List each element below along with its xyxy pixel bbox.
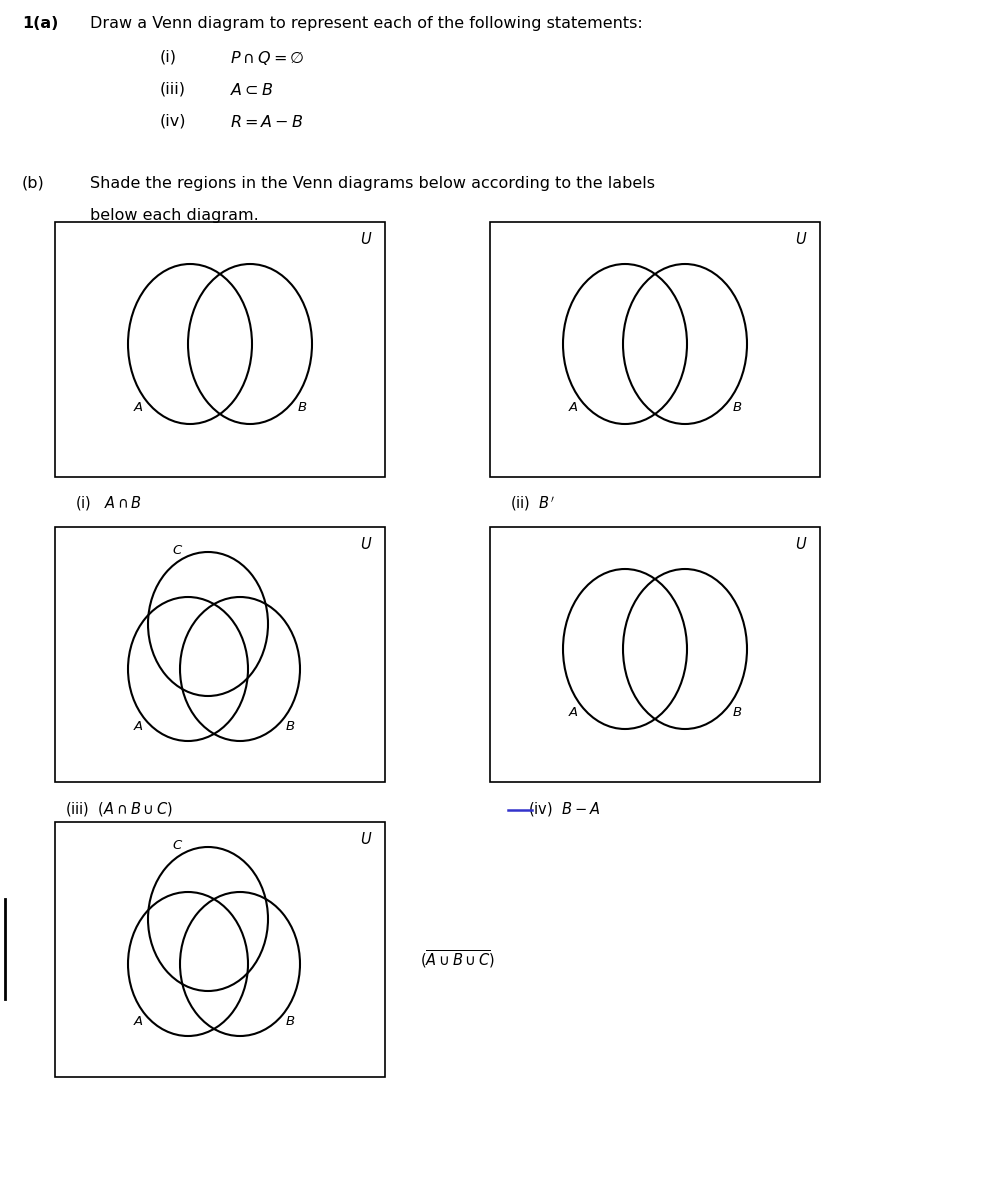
Text: $B$: $B$ <box>285 1015 295 1028</box>
Text: 1(a): 1(a) <box>22 16 58 31</box>
Text: $A$: $A$ <box>133 1015 143 1028</box>
Text: $A$: $A$ <box>133 720 143 733</box>
Text: Shade the regions in the Venn diagrams below according to the labels: Shade the regions in the Venn diagrams b… <box>90 176 655 191</box>
Text: $B$: $B$ <box>285 720 295 733</box>
Bar <box>55 821 385 1076</box>
Text: $U$: $U$ <box>794 537 807 553</box>
Text: $A \subset B$: $A \subset B$ <box>230 82 273 98</box>
Text: Draw a Venn diagram to represent each of the following statements:: Draw a Venn diagram to represent each of… <box>90 16 643 31</box>
Bar <box>55 526 385 781</box>
Bar <box>55 222 385 477</box>
Text: $(\overline{A \cup B \cup C})$: $(\overline{A \cup B \cup C})$ <box>420 949 495 969</box>
Text: $U$: $U$ <box>359 832 372 848</box>
Text: (ii)  $B'$: (ii) $B'$ <box>510 495 555 513</box>
Text: (iii): (iii) <box>160 82 186 98</box>
Text: $B$: $B$ <box>732 401 742 414</box>
Text: $U$: $U$ <box>359 537 372 553</box>
Text: $C$: $C$ <box>173 839 184 852</box>
Text: $R = A - B$: $R = A - B$ <box>230 114 303 130</box>
Text: $B$: $B$ <box>297 401 307 414</box>
Bar <box>490 222 820 477</box>
Text: $B$: $B$ <box>732 706 742 719</box>
Text: $C$: $C$ <box>173 544 184 557</box>
Text: (iv): (iv) <box>160 114 187 129</box>
Text: (i): (i) <box>160 49 177 64</box>
Text: $A$: $A$ <box>133 401 143 414</box>
Bar <box>490 526 820 781</box>
Text: $P \cap Q = \varnothing$: $P \cap Q = \varnothing$ <box>230 49 304 67</box>
Text: $U$: $U$ <box>794 231 807 248</box>
Text: below each diagram.: below each diagram. <box>90 208 258 223</box>
Text: (b): (b) <box>22 176 45 191</box>
Text: (iii)  $(A \cap B \cup C)$: (iii) $(A \cap B \cup C)$ <box>65 799 173 818</box>
Text: (iv)  $B - A$: (iv) $B - A$ <box>528 799 600 818</box>
Text: $A$: $A$ <box>568 706 578 719</box>
Text: $A$: $A$ <box>568 401 578 414</box>
Text: (i)   $A \cap B$: (i) $A \cap B$ <box>75 495 142 513</box>
Text: $U$: $U$ <box>359 231 372 248</box>
